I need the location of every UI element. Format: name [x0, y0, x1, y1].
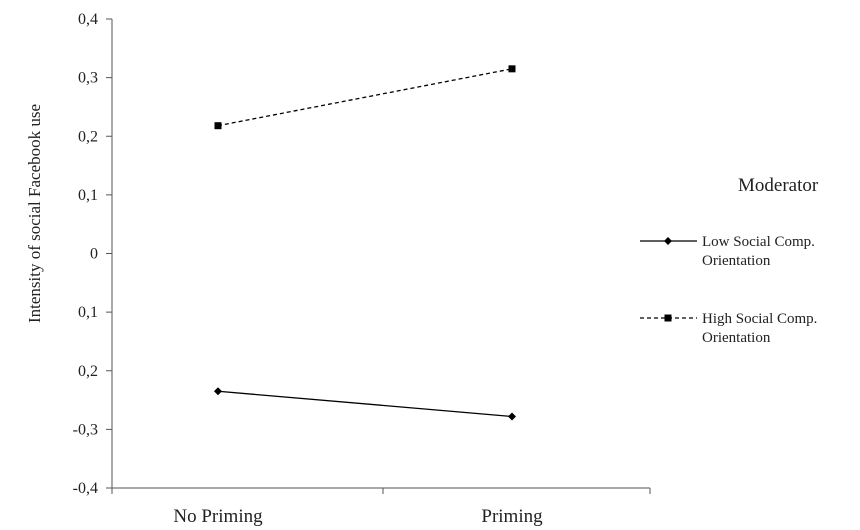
- legend: Moderator Low Social Comp.OrientationHig…: [640, 175, 819, 346]
- y-tick-label: 0,4: [78, 11, 98, 28]
- y-tick-label: 0,1: [78, 304, 98, 321]
- legend-title: Moderator: [738, 175, 819, 196]
- legend-label-line2: Orientation: [702, 253, 771, 269]
- series-group: [214, 65, 516, 421]
- y-tick-label: 0,2: [78, 128, 98, 145]
- y-tick-label: 0,1: [78, 187, 98, 204]
- series-line: [217, 68, 513, 127]
- x-ticks: No Priming Priming: [111, 488, 651, 527]
- square-marker: [508, 65, 516, 73]
- x-category-label: No Priming: [173, 506, 263, 527]
- legend-label-line2: Orientation: [702, 330, 771, 346]
- series: [214, 387, 516, 421]
- legend-entry: Low Social Comp. Orientation: [640, 234, 815, 269]
- y-axis-title: Intensity of social Facebook use: [25, 104, 44, 323]
- series: [214, 65, 516, 130]
- y-tick-label: -0,4: [73, 480, 98, 497]
- diamond-marker: [508, 412, 516, 421]
- y-tick-label: 0: [90, 246, 98, 263]
- legend-label-line1: Low Social Comp.: [702, 234, 815, 250]
- legend-label-line1: High Social Comp.: [702, 311, 817, 327]
- y-tick-label: 0,2: [78, 363, 98, 380]
- y-tick-label: 0,3: [78, 70, 98, 87]
- diamond-marker: [214, 387, 222, 396]
- diamond-marker: [664, 237, 672, 245]
- square-marker: [664, 314, 672, 322]
- square-marker: [214, 122, 222, 130]
- y-ticks: 0,4 0,3 0,2 0,1 0 0,1 0,2 -0,3 -0,4: [73, 11, 112, 497]
- legend-entry: High Social Comp. Orientation: [640, 311, 817, 346]
- series-line: [217, 390, 513, 418]
- x-category-label: Priming: [481, 506, 543, 527]
- y-tick-label: -0,3: [73, 421, 98, 438]
